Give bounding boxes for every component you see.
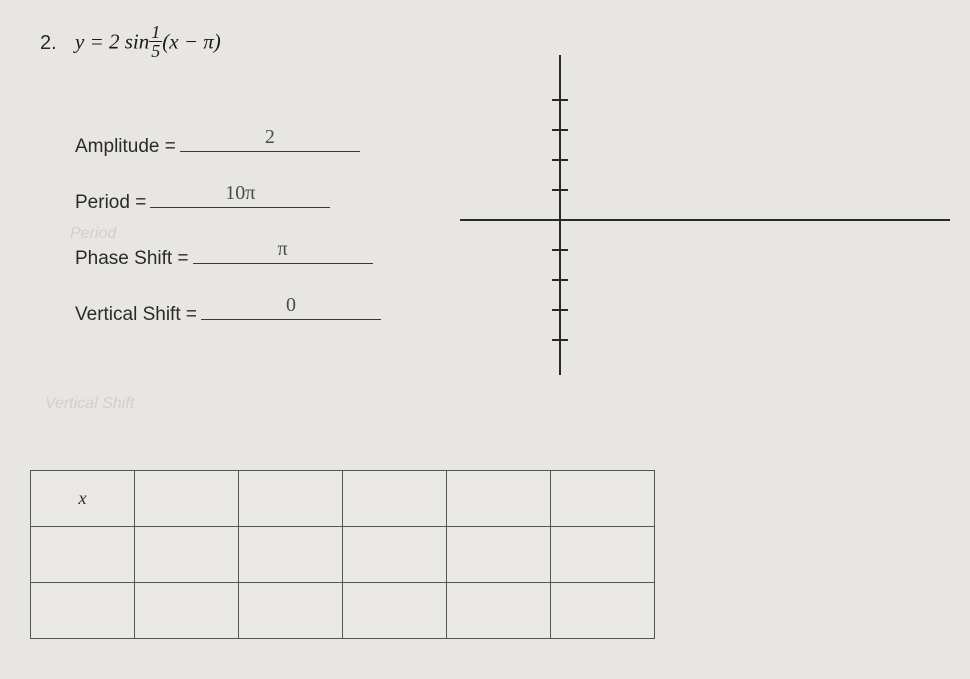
amplitude-row: Amplitude = 2 <box>75 130 381 158</box>
period-label: Period = <box>75 192 146 214</box>
amplitude-blank[interactable]: 2 <box>180 130 360 152</box>
table-cell[interactable] <box>551 583 655 639</box>
table-cell[interactable] <box>31 583 135 639</box>
table-row <box>31 527 655 583</box>
data-table-container: x <box>30 470 655 639</box>
vertical-shift-label: Vertical Shift = <box>75 304 197 326</box>
phase-shift-blank[interactable]: π <box>193 242 373 264</box>
phase-shift-row: Phase Shift = π <box>75 242 381 270</box>
phase-shift-label: Phase Shift = <box>75 248 189 270</box>
table-cell[interactable] <box>447 527 551 583</box>
equation-prefix: y = 2 sin <box>75 29 149 53</box>
equation-fraction: 15 <box>149 23 162 60</box>
table-cell[interactable] <box>135 583 239 639</box>
fraction-numerator: 1 <box>149 23 162 42</box>
problem-number: 2. <box>40 32 57 55</box>
fraction-denominator: 5 <box>149 42 162 60</box>
table-cell[interactable] <box>135 527 239 583</box>
period-value: 10π <box>225 182 255 205</box>
vertical-shift-value: 0 <box>286 294 296 317</box>
table-cell[interactable] <box>239 583 343 639</box>
period-row: Period = 10π <box>75 186 381 214</box>
table-cell[interactable] <box>31 527 135 583</box>
table-header-x[interactable]: x <box>31 471 135 527</box>
table-row: x <box>31 471 655 527</box>
table-cell[interactable] <box>239 471 343 527</box>
table-cell[interactable] <box>135 471 239 527</box>
table-row <box>31 583 655 639</box>
table-cell[interactable] <box>239 527 343 583</box>
table-cell[interactable] <box>447 471 551 527</box>
amplitude-label: Amplitude = <box>75 136 176 158</box>
data-table: x <box>30 470 655 639</box>
period-blank[interactable]: 10π <box>150 186 330 208</box>
vertical-shift-row: Vertical Shift = 0 <box>75 298 381 326</box>
coordinate-axes <box>460 45 950 375</box>
equation: y = 2 sin15(x − π) <box>75 25 221 62</box>
phase-shift-value: π <box>277 238 287 261</box>
ghost-text-2: Period <box>70 225 116 243</box>
axes-svg <box>460 45 950 375</box>
worksheet-page: 2. y = 2 sin15(x − π) Amplitude = 2 Peri… <box>0 0 970 679</box>
properties-block: Amplitude = 2 Period = 10π Phase Shift =… <box>75 130 381 354</box>
table-cell[interactable] <box>551 527 655 583</box>
table-cell[interactable] <box>343 471 447 527</box>
amplitude-value: 2 <box>265 126 275 149</box>
table-cell[interactable] <box>343 527 447 583</box>
table-cell[interactable] <box>447 583 551 639</box>
ghost-text-1: Vertical Shift <box>45 395 134 413</box>
table-cell[interactable] <box>343 583 447 639</box>
table-cell[interactable] <box>551 471 655 527</box>
equation-suffix: (x − π) <box>162 29 221 53</box>
vertical-shift-blank[interactable]: 0 <box>201 298 381 320</box>
